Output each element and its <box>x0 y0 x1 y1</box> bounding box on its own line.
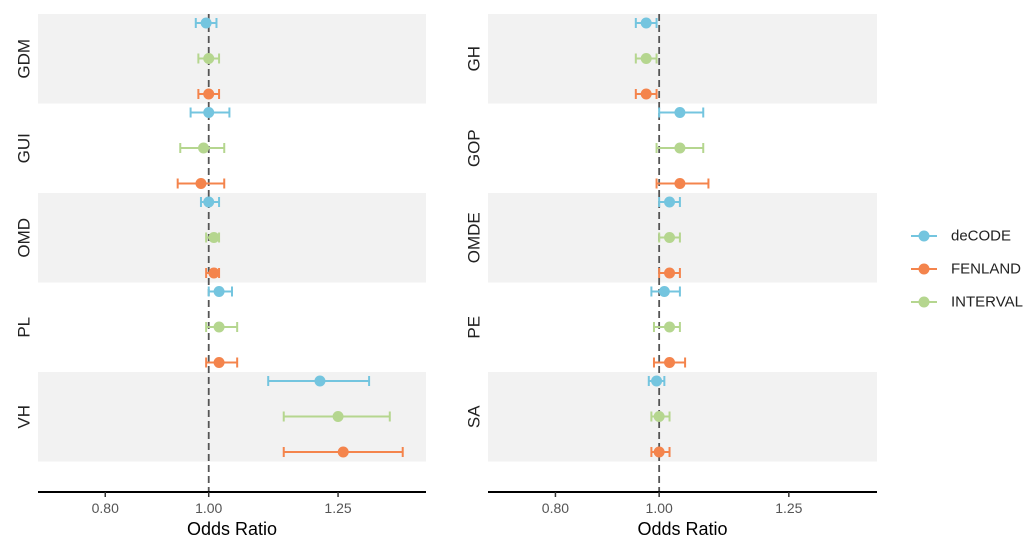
legend-label: INTERVAL <box>951 294 1023 311</box>
group-band-omd <box>38 193 426 283</box>
group-band-gdm <box>38 14 426 104</box>
gh-interval-point <box>640 53 652 64</box>
gdm-interval-point <box>203 53 215 64</box>
legend-label: deCODE <box>951 228 1011 245</box>
gui-fenland-point <box>195 178 207 189</box>
group-band-gh <box>488 14 877 104</box>
gop-decode-point <box>674 107 686 118</box>
x-tick-label: 0.80 <box>92 500 119 516</box>
legend-item-decode: deCODE <box>911 228 1011 245</box>
gui-interval-point <box>198 142 210 154</box>
group-label-vh: VH <box>15 405 34 429</box>
vh-fenland-point <box>337 446 349 458</box>
gui-decode-point <box>203 107 215 118</box>
legend-key-point <box>918 296 930 308</box>
gop-interval-point <box>674 142 686 154</box>
pe-fenland-point <box>664 357 676 368</box>
gh-fenland-point <box>640 88 652 100</box>
group-label-gh: GH <box>465 46 484 72</box>
group-label-omde: OMDE <box>465 212 484 263</box>
gop-fenland-point <box>674 178 686 189</box>
sa-interval-point <box>653 411 665 422</box>
omde-interval-point <box>664 232 676 243</box>
x-tick-label: 1.25 <box>324 500 351 516</box>
sa-decode-point <box>651 375 663 387</box>
panel-2: GH GOP OMDE PE SA 0.80 1.00 1.25 Odds Ratio <box>465 14 877 539</box>
omde-decode-point <box>664 196 676 208</box>
group-band-omde <box>488 193 877 283</box>
gh-decode-point <box>640 17 652 29</box>
legend-key-point <box>918 230 930 242</box>
group-label-pe: PE <box>465 316 484 339</box>
group-label-pl: PL <box>15 317 34 338</box>
pl-decode-point <box>213 286 225 297</box>
group-label-gui: GUI <box>15 133 34 163</box>
omd-decode-point <box>203 196 215 208</box>
group-label-gdm: GDM <box>15 39 34 79</box>
x-tick-label: 0.80 <box>542 500 569 516</box>
panel-1: GDM GUI OMD PL VH 0.80 1.00 1.25 Odds Ratio <box>15 14 426 539</box>
gdm-fenland-point <box>203 88 215 100</box>
omd-fenland-point <box>208 267 220 279</box>
group-band-sa <box>488 372 877 462</box>
x-axis-title: Odds Ratio <box>637 519 727 539</box>
pe-decode-point <box>658 286 670 297</box>
omd-interval-point <box>208 232 220 243</box>
group-label-sa: SA <box>465 405 484 428</box>
pl-fenland-point <box>213 357 225 368</box>
gdm-decode-point <box>200 17 212 29</box>
vh-decode-point <box>314 375 326 387</box>
sa-fenland-point <box>653 446 665 458</box>
group-label-omd: OMD <box>15 218 34 258</box>
x-axis-title: Odds Ratio <box>187 519 277 539</box>
legend-key-point <box>918 263 930 275</box>
pl-interval-point <box>213 321 225 333</box>
x-tick-label: 1.00 <box>195 500 222 516</box>
vh-interval-point <box>332 411 344 422</box>
legend-item-interval: INTERVAL <box>911 294 1023 311</box>
x-tick-label: 1.00 <box>646 500 673 516</box>
omde-fenland-point <box>664 267 676 279</box>
pe-interval-point <box>664 321 676 333</box>
x-tick-label: 1.25 <box>775 500 802 516</box>
legend-label: FENLAND <box>951 261 1021 278</box>
legend-item-fenland: FENLAND <box>911 261 1021 278</box>
group-label-gop: GOP <box>465 129 484 167</box>
legend: deCODE FENLAND INTERVAL <box>911 228 1023 311</box>
